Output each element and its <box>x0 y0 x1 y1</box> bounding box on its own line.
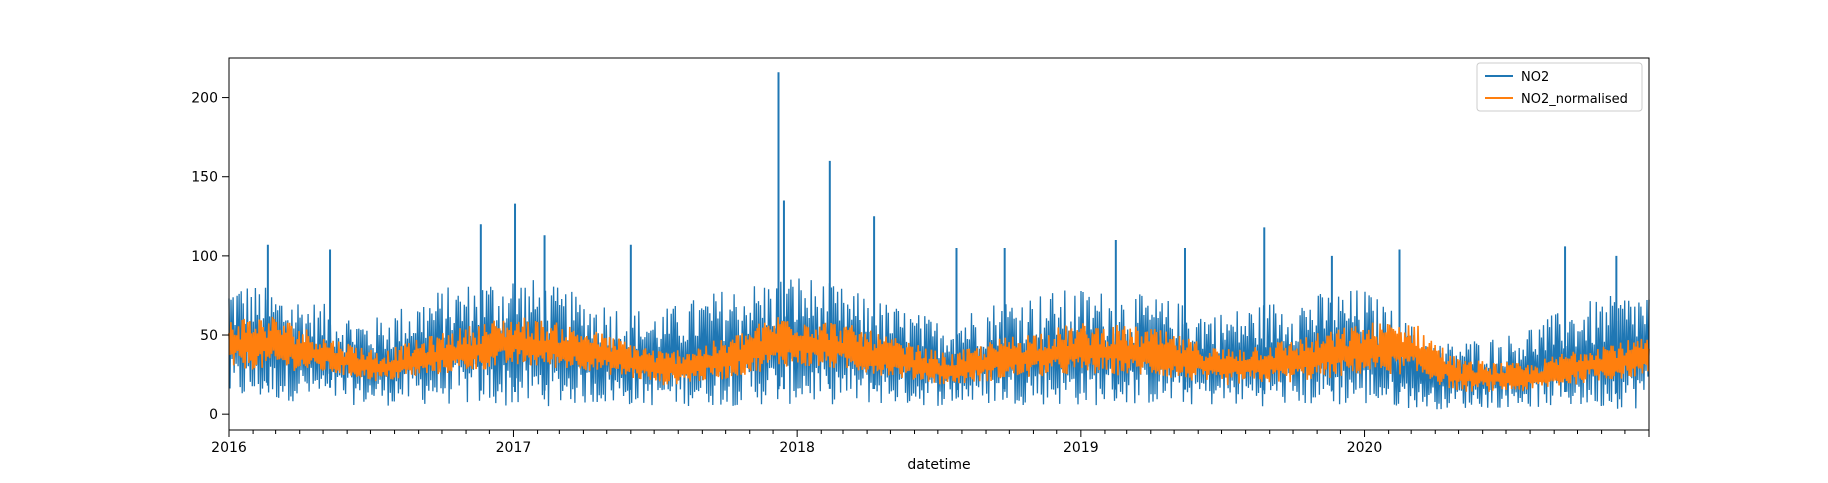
x-axis-label: datetime <box>907 457 970 473</box>
y-tick-label: 50 <box>200 328 218 344</box>
series-layer <box>228 72 1650 410</box>
y-tick-label: 0 <box>209 407 218 423</box>
plot-frame <box>228 57 1650 431</box>
x-axis: 2016 2017 2018 2019 2020 <box>211 430 1650 456</box>
x-tick-label: 2020 <box>1347 440 1383 456</box>
legend: NO2 NO2_normalised <box>1476 62 1643 112</box>
series-no2-normalised <box>228 316 1650 392</box>
y-tick-label: 200 <box>191 91 218 107</box>
y-tick-label: 100 <box>191 249 218 265</box>
y-axis: 0 50 100 150 200 <box>191 91 229 423</box>
legend-label-no2: NO2 <box>1521 70 1549 85</box>
x-tick-label: 2016 <box>211 440 247 456</box>
legend-frame <box>1476 62 1643 112</box>
legend-label-no2-normalised: NO2_normalised <box>1521 92 1628 107</box>
x-tick-label: 2018 <box>779 440 815 456</box>
x-tick-label: 2017 <box>496 440 532 456</box>
series-line <box>228 316 1650 392</box>
y-tick-label: 150 <box>191 170 218 186</box>
x-tick-label: 2019 <box>1063 440 1099 456</box>
